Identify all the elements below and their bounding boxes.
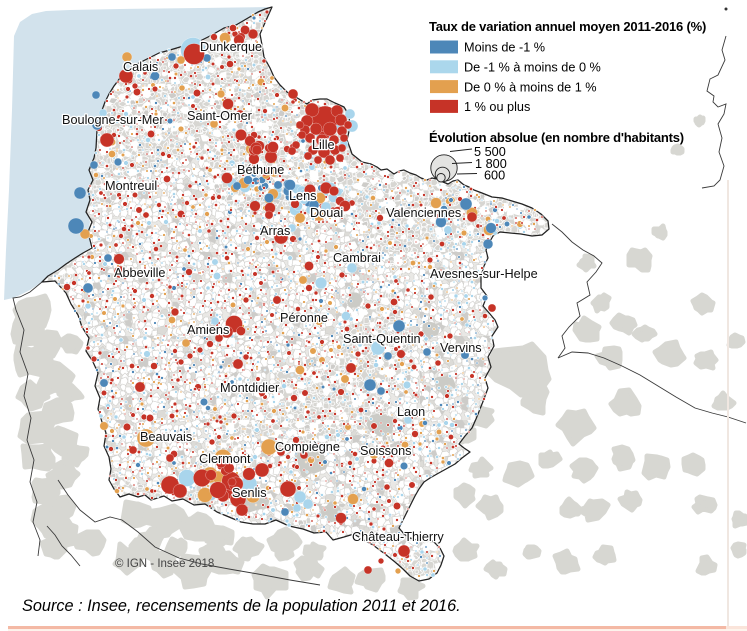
svg-text:Lille: Lille [312,138,335,152]
svg-text:Valenciennes: Valenciennes [386,206,461,220]
svg-text:Lens: Lens [289,189,317,203]
svg-text:Arras: Arras [260,224,290,238]
svg-text:Château-Thierry: Château-Thierry [352,530,444,544]
svg-text:Saint-Quentin: Saint-Quentin [343,332,421,346]
svg-text:Amiens: Amiens [187,323,229,337]
svg-text:Calais: Calais [123,60,158,74]
svg-text:600: 600 [484,169,505,183]
svg-text:Montdidier: Montdidier [220,381,280,395]
svg-text:Douai: Douai [310,206,343,220]
svg-text:Montreuil: Montreuil [105,179,157,193]
svg-text:Avesnes-sur-Helpe: Avesnes-sur-Helpe [430,267,538,281]
svg-text:Clermont: Clermont [199,452,251,466]
svg-text:Cambrai: Cambrai [333,251,381,265]
svg-text:De -1 % à moins de 0 %: De -1 % à moins de 0 % [464,61,601,75]
svg-text:Vervins: Vervins [440,341,482,355]
svg-text:© IGN - Insee 2018: © IGN - Insee 2018 [115,558,214,570]
svg-text:Beauvais: Beauvais [140,430,192,444]
svg-text:Compiègne: Compiègne [275,440,340,454]
svg-text:Péronne: Péronne [280,311,328,325]
svg-text:De 0 % à moins de 1 %: De 0 % à moins de 1 % [464,80,597,94]
svg-text:Dunkerque: Dunkerque [200,40,262,54]
svg-text:Soissons: Soissons [360,444,411,458]
svg-text:Abbeville: Abbeville [114,266,166,280]
svg-text:1 800: 1 800 [475,157,507,171]
svg-text:5 500: 5 500 [474,145,506,159]
svg-text:Saint-Omer: Saint-Omer [187,109,253,123]
svg-text:Laon: Laon [397,405,425,419]
svg-text:Béthune: Béthune [237,163,284,177]
svg-text:Taux de variation annuel moyen: Taux de variation annuel moyen 2011-2016… [429,19,706,34]
svg-text:Boulogne-sur-Mer: Boulogne-sur-Mer [62,113,164,127]
svg-text:Senlis: Senlis [232,486,267,500]
svg-text:Évolution absolue (en nombre d: Évolution absolue (en nombre d'habitants… [429,130,684,145]
svg-text:Moins de -1 %: Moins de -1 % [464,41,545,55]
svg-text:1 % ou plus: 1 % ou plus [464,100,530,114]
